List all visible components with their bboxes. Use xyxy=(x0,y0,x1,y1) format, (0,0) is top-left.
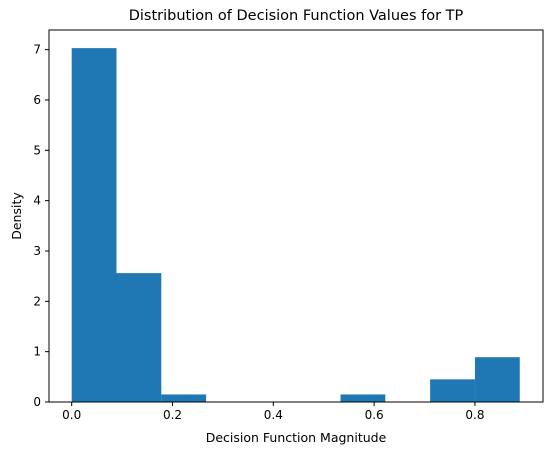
x-tick-label: 0.4 xyxy=(264,408,283,422)
y-tick-label: 2 xyxy=(33,294,41,308)
histogram-bar-1 xyxy=(71,48,117,402)
histogram-bar-3 xyxy=(161,394,207,402)
chart-title: Distribution of Decision Function Values… xyxy=(129,8,464,24)
x-tick-label: 0.6 xyxy=(365,408,384,422)
y-axis: 0 1 2 3 4 5 6 7 xyxy=(33,43,49,409)
y-tick-label: 6 xyxy=(33,93,41,107)
histogram-bar-2 xyxy=(116,273,162,402)
y-tick-label: 4 xyxy=(33,194,41,208)
histogram-bar-7 xyxy=(340,394,386,402)
x-tick-label: 0.0 xyxy=(62,408,81,422)
bars-group xyxy=(71,48,520,402)
histogram-bar-10 xyxy=(474,357,520,402)
y-tick-label: 7 xyxy=(33,43,41,57)
y-axis-label: Density xyxy=(9,192,24,240)
x-axis-label: Decision Function Magnitude xyxy=(206,430,387,445)
x-tick-label: 0.8 xyxy=(465,408,484,422)
y-tick-label: 1 xyxy=(33,345,41,359)
x-tick-label: 0.2 xyxy=(163,408,182,422)
y-tick-label: 3 xyxy=(33,244,41,258)
x-axis: 0.0 0.2 0.4 0.6 0.8 xyxy=(62,402,484,422)
y-tick-label: 0 xyxy=(33,395,41,409)
y-tick-label: 5 xyxy=(33,143,41,157)
histogram-bar-9 xyxy=(430,379,475,402)
plot-frame xyxy=(48,29,544,403)
